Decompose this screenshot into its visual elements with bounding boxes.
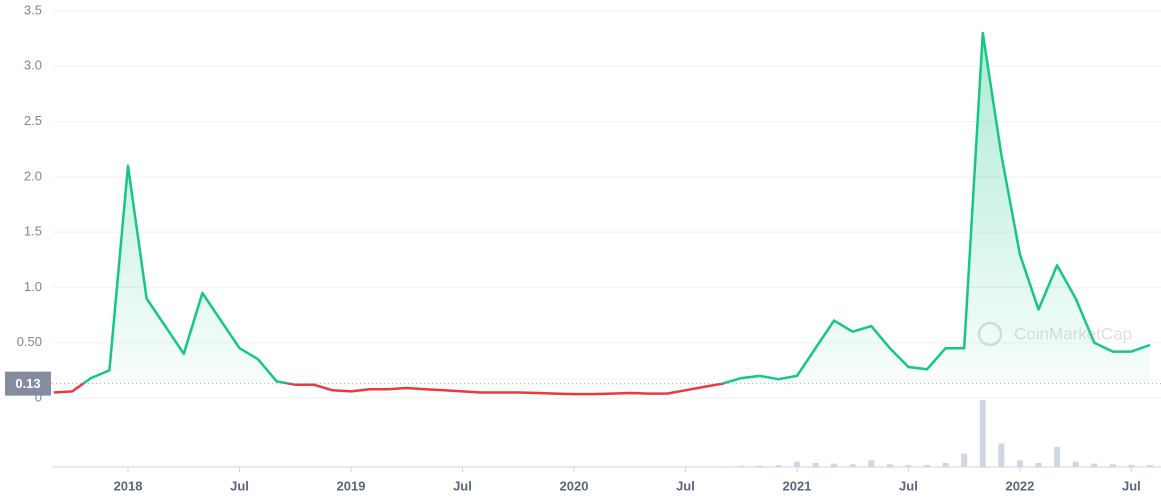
x-tick-label: Jul: [453, 478, 472, 493]
volume-bar: [831, 463, 838, 467]
volume-bar: [1128, 464, 1135, 467]
x-tick-label: 2020: [560, 478, 589, 493]
baseline-label-box: [5, 371, 51, 396]
y-tick-label: 0: [35, 389, 42, 404]
x-tick-label: Jul: [1122, 478, 1141, 493]
volume-bar: [849, 464, 856, 467]
x-tick-label: 2021: [782, 478, 811, 493]
price-line: [53, 31, 1151, 396]
volume-bar: [793, 461, 800, 467]
y-tick-label: 1.0: [24, 279, 42, 294]
x-tick-label: 2019: [337, 478, 366, 493]
area: [53, 33, 1151, 395]
volume-bar: [719, 466, 726, 467]
y-tick-label: 1.5: [24, 224, 42, 239]
watermark: CoinMarketCap: [977, 321, 1132, 347]
volume-bar: [1016, 460, 1023, 467]
volume-bar: [738, 465, 745, 467]
x-tick-label: 2018: [114, 478, 143, 493]
volume-bar: [961, 453, 968, 467]
x-tick-label: 2022: [1005, 478, 1034, 493]
volume-bar: [812, 462, 819, 467]
volume-bar: [905, 464, 912, 467]
volume-bar: [1072, 461, 1079, 467]
y-tick-label: 0.50: [17, 334, 42, 349]
volume-bar: [1054, 446, 1061, 467]
volume-bar: [1035, 462, 1042, 467]
volume-bar: [1147, 464, 1153, 467]
volume-bar: [979, 400, 986, 467]
x-tick-label: Jul: [230, 478, 249, 493]
volume-bar: [924, 464, 931, 467]
y-tick-label: 3.5: [24, 2, 42, 17]
baseline-label: 0.13: [15, 376, 40, 391]
volume-bar: [1109, 464, 1116, 467]
y-tick-label: 2.0: [24, 168, 42, 183]
y-tick-label: 2.5: [24, 113, 42, 128]
volume-bar: [1091, 463, 1098, 467]
x-tick-label: Jul: [676, 478, 695, 493]
volume-bar: [942, 462, 949, 467]
watermark-text: CoinMarketCap: [1014, 324, 1132, 343]
volume-bar: [756, 465, 763, 467]
x-tick-label: Jul: [899, 478, 918, 493]
volume-bar: [775, 464, 782, 467]
volume-bar: [886, 464, 893, 467]
volume-bar: [998, 443, 1005, 467]
volume-bar: [868, 460, 875, 467]
y-tick-label: 3.0: [24, 58, 42, 73]
